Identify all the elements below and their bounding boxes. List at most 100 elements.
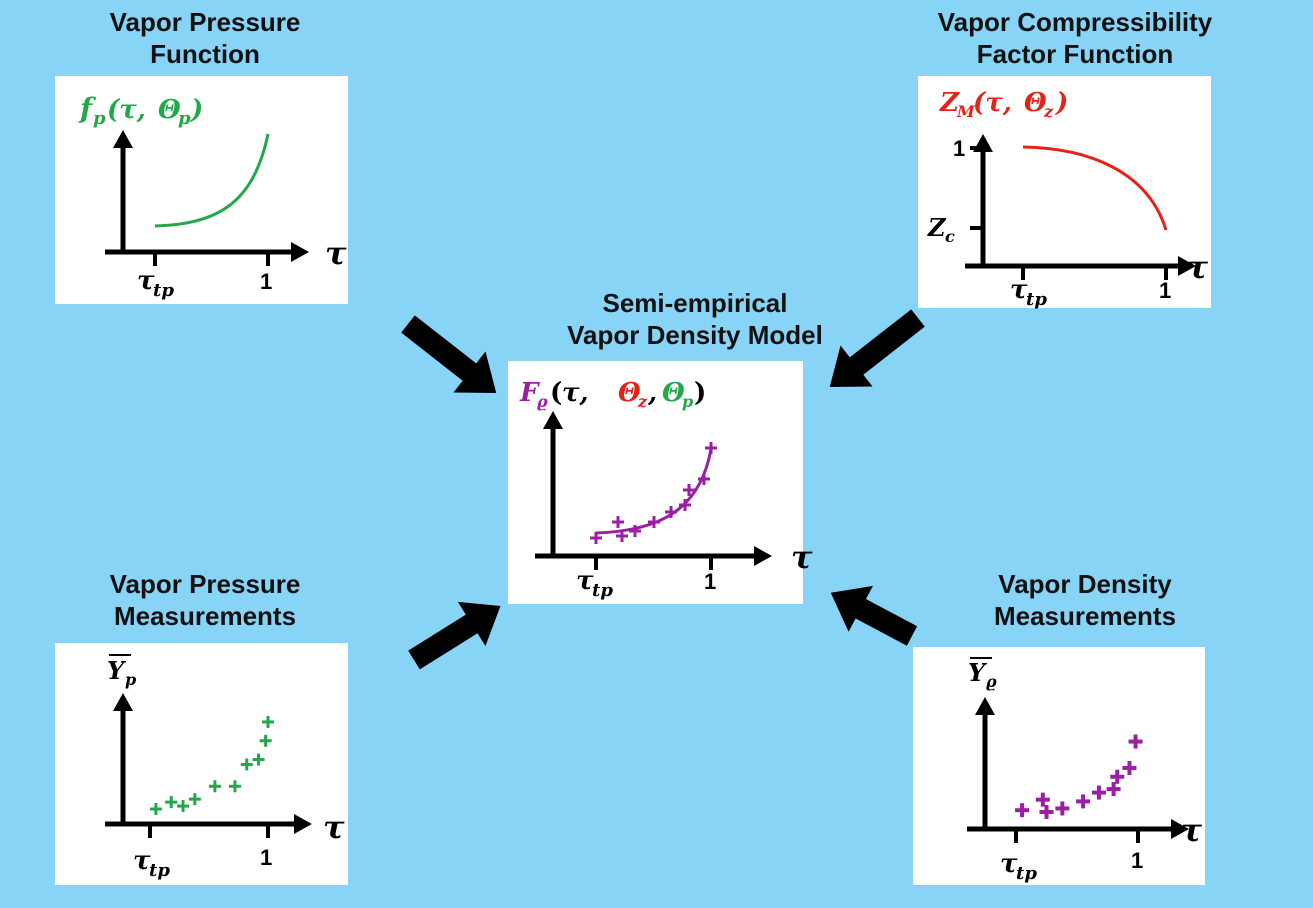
tick-label-ttp-sub: tp xyxy=(153,280,174,301)
func-label-theta-p-sub: p xyxy=(682,392,693,411)
func-label-theta-p: Θ xyxy=(662,378,685,408)
panel-vapor-compressibility-function: Z M (τ, Θ z ) 1 Z c τ τ tp 1 xyxy=(918,76,1211,310)
title-semi-empirical-model: Semi-empirical Vapor Density Model xyxy=(567,288,823,350)
title-vapor-density-measurements: Vapor Density Measurements xyxy=(993,569,1177,631)
chart-semi-empirical-model: F ϱ ( τ, Θ z , Θ p ) xyxy=(519,378,813,601)
chart-vapor-compressibility-function: Z M (τ, Θ z ) 1 Z c τ τ tp 1 xyxy=(927,88,1208,310)
func-label-letter: F xyxy=(519,378,540,408)
func-label-sub: p xyxy=(93,108,106,129)
arrow-top-left xyxy=(401,315,497,393)
data-point xyxy=(698,473,710,485)
func-label-theta-sub: p xyxy=(178,108,191,129)
data-point xyxy=(259,734,272,747)
arrow-bottom-left xyxy=(408,601,501,670)
tick-label-ttp: τ xyxy=(133,846,151,876)
data-point xyxy=(1106,782,1121,797)
data-point xyxy=(616,530,628,542)
model-data-points xyxy=(590,442,717,544)
data-point xyxy=(1110,769,1125,784)
x-axis-label: τ xyxy=(325,234,347,272)
func-label-close: ) xyxy=(190,95,203,125)
tick-label-one: 1 xyxy=(260,269,272,294)
y-axis-arrowhead xyxy=(113,130,133,148)
panel-vapor-pressure-measurements: Y p τ τ tp 1 xyxy=(55,643,348,885)
y-axis-label-sub: ϱ xyxy=(986,672,997,691)
curve-vapor-pressure xyxy=(154,133,270,228)
data-point xyxy=(1122,760,1137,775)
data-point xyxy=(1091,785,1106,800)
tick-label-one: 1 xyxy=(1159,278,1171,303)
tick-label-ttp: τ xyxy=(137,266,155,296)
x-axis-arrowhead xyxy=(1171,819,1189,839)
tick-label-one: 1 xyxy=(704,569,716,594)
data-point xyxy=(1035,792,1050,807)
data-point xyxy=(665,506,677,518)
chart-vapor-pressure-function: f p (τ, Θ p ) τ τ tp 1 xyxy=(78,92,347,301)
y-axis-label-sub: p xyxy=(125,670,136,689)
chart-vapor-density-measurements: Y ϱ τ τ tp 1 xyxy=(967,657,1202,884)
func-label-theta: Θ xyxy=(158,95,181,125)
panel-semi-empirical-model: F ϱ ( τ, Θ z , Θ p ) xyxy=(508,361,813,604)
func-label-theta-z-sub: z xyxy=(637,392,648,411)
data-point xyxy=(629,525,641,537)
panel-vapor-density-measurements: Y ϱ τ τ tp 1 xyxy=(913,647,1205,885)
tick-label-ttp: τ xyxy=(576,566,594,596)
panel-vapor-pressure-function: f p (τ, Θ p ) τ τ tp 1 xyxy=(55,76,348,304)
data-point xyxy=(165,796,178,809)
data-point xyxy=(228,780,241,793)
chart-vapor-pressure-measurements: Y p τ τ tp 1 xyxy=(105,654,345,881)
y-axis-arrowhead xyxy=(113,693,133,711)
y-tick-label-one: 1 xyxy=(953,136,965,161)
func-label-close: ) xyxy=(1055,88,1068,118)
data-point xyxy=(208,780,221,793)
func-label-sub: ϱ xyxy=(537,392,548,411)
data-point xyxy=(590,532,602,544)
data-point xyxy=(1015,803,1030,818)
x-axis-label: τ xyxy=(791,538,813,576)
tick-label-ttp-sub: tp xyxy=(1026,289,1047,310)
func-label-args: (τ, xyxy=(107,95,146,125)
arrow-top-right xyxy=(829,309,925,387)
data-point xyxy=(262,715,274,728)
data-point xyxy=(683,484,695,496)
func-label-letter: Z xyxy=(939,88,960,118)
y-axis-arrowhead xyxy=(975,697,995,715)
tick-label-ttp-sub: tp xyxy=(149,860,170,881)
tick-label-ttp: τ xyxy=(1010,275,1028,305)
data-point xyxy=(188,793,201,806)
y-axis-label: Y xyxy=(968,658,988,687)
x-axis-label: τ xyxy=(1180,811,1202,849)
data-point xyxy=(252,753,265,766)
density-data-points xyxy=(1015,734,1143,819)
y-axis-arrowhead xyxy=(543,411,563,429)
y-tick-label-zc-sub: c xyxy=(945,227,955,246)
func-label-args: (τ, xyxy=(973,88,1012,118)
data-point xyxy=(705,442,717,454)
data-point xyxy=(1039,804,1054,819)
tick-label-ttp-sub: tp xyxy=(1016,863,1037,884)
title-vapor-compressibility-factor-function: Vapor Compressibility Factor Function xyxy=(937,7,1213,69)
y-axis-label: Y xyxy=(107,656,127,685)
tick-label-one: 1 xyxy=(260,845,272,870)
data-point xyxy=(648,516,660,528)
func-label-open: ( xyxy=(550,378,562,408)
tick-label-ttp: τ xyxy=(1000,849,1018,879)
tick-label-one: 1 xyxy=(1131,848,1143,873)
x-axis-arrowhead xyxy=(754,546,772,566)
data-point xyxy=(612,516,624,528)
x-axis-label: τ xyxy=(323,808,345,846)
title-vapor-pressure-function: Vapor Pressure Function xyxy=(109,7,301,69)
tick-label-ttp-sub: tp xyxy=(592,580,613,601)
func-label-sub: M xyxy=(956,102,976,121)
data-point xyxy=(1128,734,1143,749)
func-label-tau: τ, xyxy=(562,378,589,408)
x-axis-arrowhead xyxy=(1178,256,1196,276)
data-point xyxy=(240,758,253,771)
func-label-theta: Θ xyxy=(1024,88,1047,118)
x-axis-arrowhead xyxy=(291,242,309,262)
func-label-comma: , xyxy=(647,378,657,408)
curve-compressibility xyxy=(1022,145,1168,231)
pressure-data-points xyxy=(149,715,274,816)
data-point xyxy=(1055,801,1070,816)
